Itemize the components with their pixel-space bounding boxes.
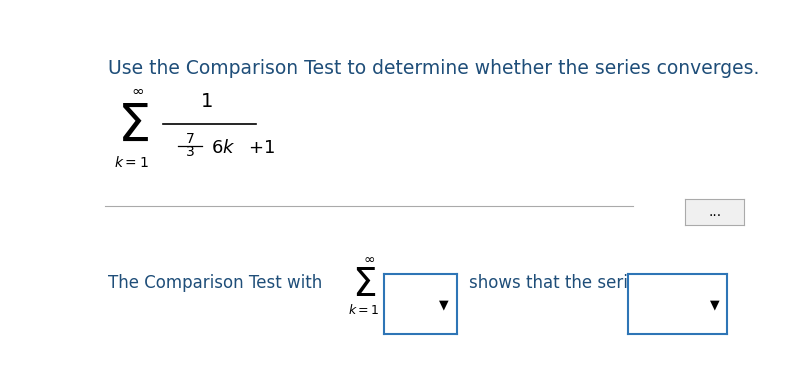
Text: ...: ...: [708, 205, 722, 219]
Text: shows that the series: shows that the series: [469, 274, 647, 292]
Text: $k=1$: $k=1$: [113, 155, 148, 170]
Text: ▼: ▼: [439, 299, 449, 312]
Text: $1$: $1$: [200, 91, 213, 111]
Text: $\infty$: $\infty$: [363, 252, 375, 266]
Text: $\Sigma$: $\Sigma$: [117, 101, 149, 153]
Text: The Comparison Test with: The Comparison Test with: [109, 274, 322, 292]
Text: Use the Comparison Test to determine whether the series converges.: Use the Comparison Test to determine whe…: [109, 59, 760, 78]
Text: $\Sigma$: $\Sigma$: [352, 266, 376, 304]
Text: ▼: ▼: [710, 299, 720, 312]
Text: $6k$: $6k$: [211, 139, 235, 158]
Text: $+1$: $+1$: [248, 139, 274, 158]
Text: $3$: $3$: [185, 145, 195, 159]
Text: $k=1$: $k=1$: [348, 303, 380, 317]
Text: $7$: $7$: [185, 132, 195, 146]
Text: $\infty$: $\infty$: [131, 83, 144, 98]
